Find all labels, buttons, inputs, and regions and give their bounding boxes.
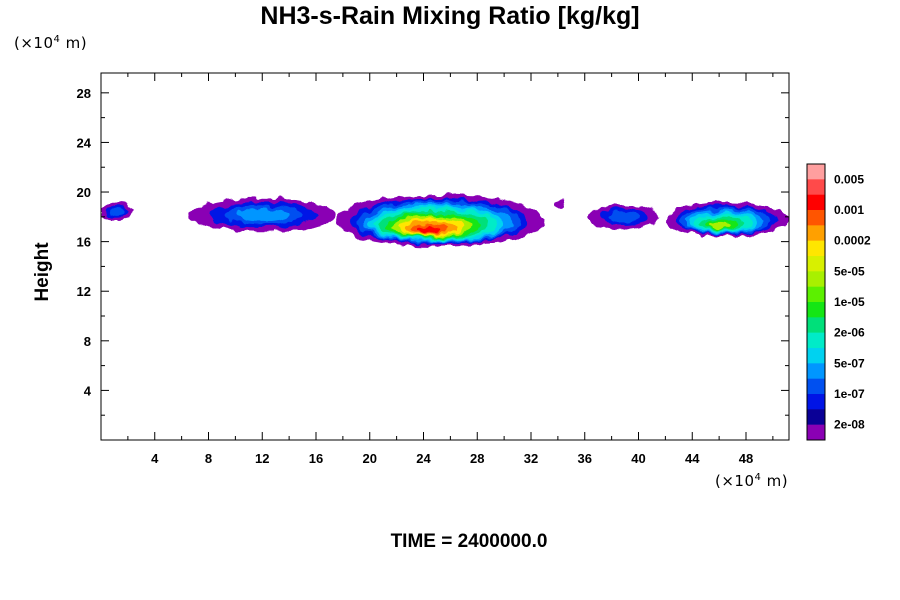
colorbar-swatch	[807, 271, 825, 287]
x-tick-label: 16	[309, 451, 323, 466]
x-tick-label: 48	[739, 451, 753, 466]
data-contour	[110, 207, 125, 216]
colorbar-label: 1e-05	[834, 295, 865, 309]
data-contour	[710, 221, 732, 228]
colorbar-swatch	[807, 179, 825, 195]
colorbar-label: 5e-07	[834, 356, 865, 370]
x-tick-label: 44	[685, 451, 700, 466]
colorbar: 0.005 0.001 0.0002 5e-05 1e-05 2e-06 5e-07 1e-0…	[806, 163, 871, 441]
colorbar-label: 0.005	[834, 172, 864, 186]
x-unit-prefix: (×10	[715, 472, 755, 490]
y-tick-label: 20	[77, 185, 91, 200]
x-tick-label: 4	[151, 451, 159, 466]
data-region	[101, 201, 134, 221]
colorbar-swatch	[807, 286, 825, 303]
data-contour	[608, 211, 639, 223]
y-axis-unit: (×104 m)	[14, 34, 87, 52]
colorbar-label: 2e-08	[834, 418, 865, 432]
colorbar-swatch	[807, 302, 825, 318]
colorbar-label: 0.001	[834, 203, 864, 217]
data-region	[588, 204, 659, 230]
x-tick-label: 40	[631, 451, 645, 466]
colorbar-swatch	[807, 164, 825, 180]
x-axis-unit: (×104 m)	[715, 472, 788, 490]
x-tick-label: 36	[578, 451, 592, 466]
colorbar-label: 1e-07	[834, 387, 865, 401]
y-unit-prefix: (×10	[14, 34, 54, 52]
data-region	[188, 198, 337, 232]
colorbar-swatch	[807, 332, 825, 349]
colorbar-frame	[806, 163, 826, 441]
chart-title: NH3-s-Rain Mixing Ratio [kg/kg]	[260, 2, 640, 30]
colorbar-label: 5e-05	[834, 264, 865, 278]
colorbar-swatch	[807, 194, 825, 211]
colorbar-swatch	[807, 348, 825, 364]
data-contour	[236, 209, 288, 221]
colorbar-swatch	[807, 424, 825, 441]
x-tick-label: 12	[255, 451, 269, 466]
x-tick-label: 20	[363, 451, 377, 466]
x-tick-label: 28	[470, 451, 484, 466]
y-tick-label: 28	[77, 86, 91, 101]
data-field-group	[101, 194, 789, 247]
colorbar-swatch	[807, 240, 825, 257]
colorbar-swatch	[807, 225, 825, 241]
x-tick-label: 32	[524, 451, 538, 466]
y-tick-label: 8	[84, 334, 91, 349]
colorbar-swatch	[807, 363, 825, 379]
colorbar-swatch	[807, 317, 825, 333]
x-unit-suffix: m)	[761, 472, 789, 490]
time-label: TIME = 2400000.0	[390, 531, 548, 552]
data-contour	[416, 225, 442, 233]
y-tick-label: 12	[77, 284, 91, 299]
data-region	[336, 194, 545, 247]
plot-frame	[100, 72, 790, 441]
y-tick-label: 24	[77, 135, 92, 150]
y-unit-exp: 4	[53, 34, 61, 45]
x-tick-label: 8	[205, 451, 212, 466]
colorbar-swatch	[807, 378, 825, 395]
y-tick-label: 4	[84, 383, 92, 398]
colorbar-label: 2e-06	[834, 326, 865, 340]
colorbar-swatch	[807, 210, 825, 226]
data-contour	[555, 199, 566, 207]
data-region	[555, 199, 566, 207]
data-region	[665, 201, 789, 237]
colorbar-swatch	[807, 394, 825, 410]
y-unit-suffix: m)	[60, 34, 88, 52]
y-tick-label: 16	[77, 235, 91, 250]
x-tick-label: 24	[416, 451, 431, 466]
colorbar-label: 0.0002	[834, 234, 871, 248]
x-unit-exp: 4	[754, 472, 762, 483]
colorbar-swatch	[807, 256, 825, 272]
colorbar-swatch	[807, 409, 825, 425]
